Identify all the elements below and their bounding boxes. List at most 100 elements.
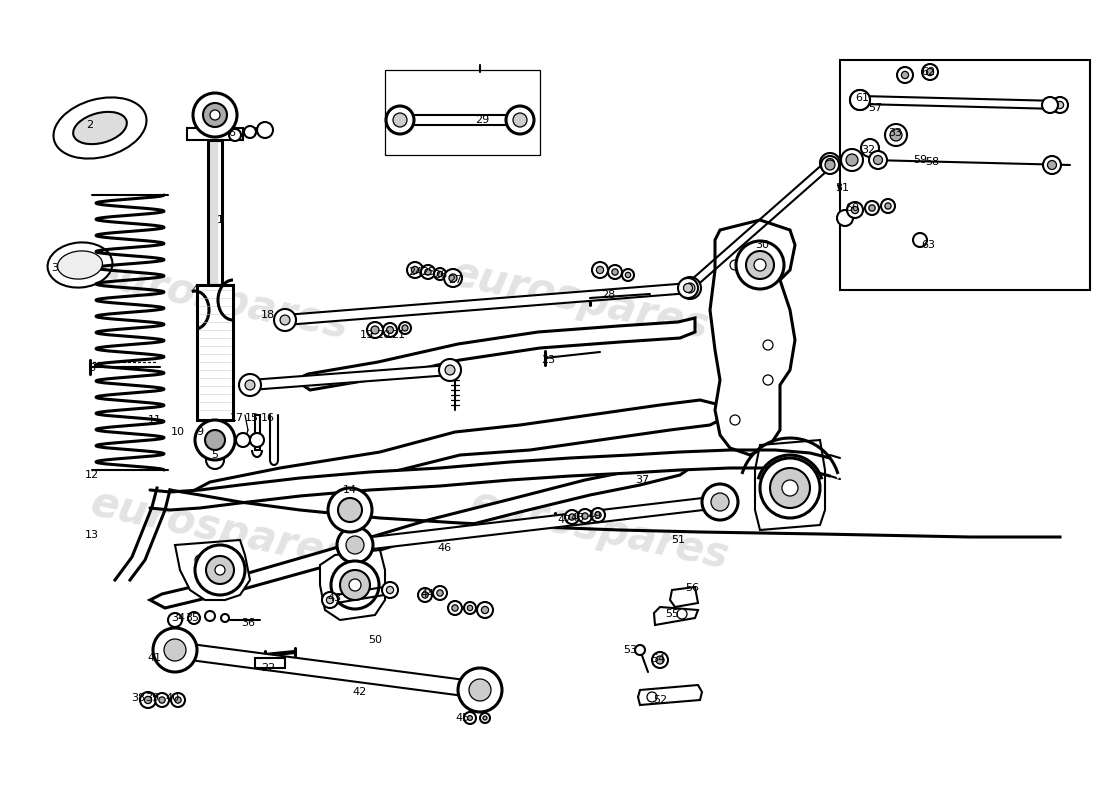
Circle shape [327,596,333,603]
Circle shape [480,713,490,723]
Circle shape [596,266,604,274]
Text: 32: 32 [861,145,876,155]
Circle shape [328,488,372,532]
Circle shape [652,652,668,668]
Circle shape [229,129,241,141]
Text: 19: 19 [360,330,374,340]
Circle shape [896,67,913,83]
Circle shape [647,692,657,702]
Text: 57: 57 [868,103,882,113]
Circle shape [195,555,205,565]
Circle shape [195,545,245,595]
Circle shape [155,693,169,707]
Circle shape [383,323,397,337]
Circle shape [422,592,428,598]
Circle shape [592,262,608,278]
Circle shape [367,322,383,338]
Text: eurospares: eurospares [466,482,733,578]
Text: eurospares: eurospares [87,252,353,348]
Circle shape [349,579,361,591]
Circle shape [656,656,664,664]
Polygon shape [255,415,260,450]
Circle shape [846,154,858,166]
Text: 53: 53 [623,645,637,655]
Text: 36: 36 [241,618,255,628]
Circle shape [506,106,534,134]
Circle shape [452,605,458,611]
Circle shape [782,480,797,496]
Text: 3: 3 [52,263,58,273]
Polygon shape [670,587,698,607]
Circle shape [865,201,879,215]
Circle shape [257,122,273,138]
Circle shape [170,693,185,707]
Text: 5: 5 [211,450,219,460]
Text: 10: 10 [170,427,185,437]
Text: 17: 17 [230,413,244,423]
Text: eurospares: eurospares [447,252,713,348]
Circle shape [331,561,379,609]
Circle shape [444,269,462,287]
Text: 61: 61 [855,93,869,103]
Circle shape [591,508,605,522]
Circle shape [750,250,760,260]
Circle shape [821,156,839,174]
Circle shape [635,645,645,655]
Bar [840,60,1090,290]
Text: 56: 56 [685,583,698,593]
Circle shape [869,151,887,169]
Text: 33: 33 [888,128,902,138]
Circle shape [210,110,220,120]
Text: 40: 40 [165,693,179,703]
Circle shape [434,268,446,280]
Circle shape [842,149,864,171]
Circle shape [468,606,473,610]
Text: 59: 59 [913,155,927,165]
Polygon shape [860,96,1060,109]
Circle shape [346,536,364,554]
Circle shape [338,498,362,522]
Polygon shape [187,128,243,140]
Text: 62: 62 [921,67,935,77]
Polygon shape [175,540,250,600]
Circle shape [175,697,182,703]
Polygon shape [755,440,825,530]
Circle shape [245,380,255,390]
Circle shape [565,510,579,524]
Circle shape [612,269,618,275]
Circle shape [274,309,296,331]
Circle shape [770,468,810,508]
Circle shape [192,93,236,137]
Circle shape [884,203,891,209]
Circle shape [153,628,197,672]
Circle shape [685,283,695,293]
Circle shape [402,325,408,331]
Circle shape [621,269,634,281]
Circle shape [446,365,455,375]
Ellipse shape [54,98,146,158]
Circle shape [439,359,461,381]
Circle shape [418,588,432,602]
Circle shape [464,602,476,614]
Text: 43: 43 [328,593,342,603]
Text: 26: 26 [433,270,447,280]
Text: 4: 4 [191,285,199,295]
Text: 6: 6 [229,128,235,138]
Text: 42: 42 [353,687,367,697]
Circle shape [856,95,865,105]
Circle shape [679,277,701,299]
Circle shape [449,274,458,282]
Text: 24: 24 [408,267,422,277]
Polygon shape [150,455,690,608]
Circle shape [578,509,592,523]
Polygon shape [295,318,695,390]
Circle shape [760,458,820,518]
Circle shape [469,679,491,701]
Text: eurospares: eurospares [87,482,353,578]
Text: 1: 1 [217,215,223,225]
Circle shape [280,315,290,325]
Text: 35: 35 [185,613,199,623]
Circle shape [850,90,870,110]
Circle shape [393,113,407,127]
Circle shape [763,375,773,385]
